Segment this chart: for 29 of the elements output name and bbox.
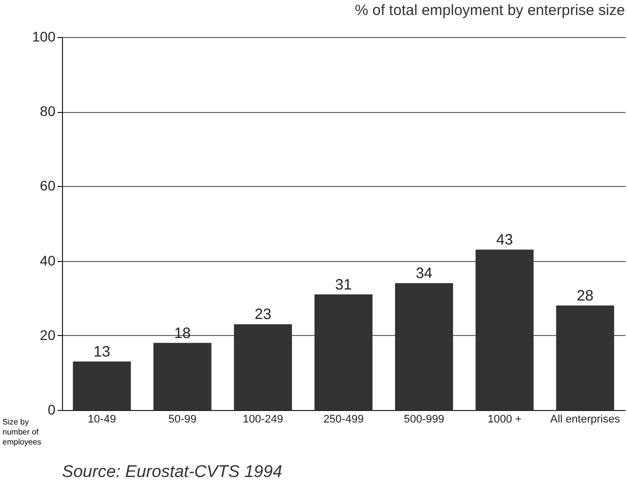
chart-title: % of total employment by enterprise size <box>354 2 625 19</box>
bar <box>314 294 372 410</box>
data-label: 23 <box>254 306 272 324</box>
data-label: 34 <box>416 265 432 282</box>
bar <box>234 324 292 410</box>
x-tick-label: 50-99 <box>168 414 196 426</box>
x-tick-label: 100-249 <box>242 414 284 426</box>
bar <box>153 342 212 410</box>
x-tick-label: 500-999 <box>404 414 444 426</box>
data-label: 13 <box>94 344 110 361</box>
x-tick-label: All enterprises <box>550 414 620 426</box>
x-tick-label: 1000 + <box>488 414 522 426</box>
y-tick-label: 60 <box>40 178 56 194</box>
y-tick-label: 40 <box>40 252 56 268</box>
y-tick-label: 20 <box>40 326 56 343</box>
x-tick-label: 10-49 <box>88 414 116 426</box>
bar <box>395 283 454 410</box>
data-label: 31 <box>335 276 352 294</box>
bar <box>72 362 131 410</box>
source-note: Source: Eurostat-CVTS 1994 <box>62 462 282 482</box>
x-tick-label: 250-499 <box>323 414 364 426</box>
bar <box>556 306 614 410</box>
x-axis-title: Size by number of employees <box>2 418 42 446</box>
data-label: 28 <box>576 288 594 305</box>
data-label: 43 <box>496 232 513 249</box>
y-tick-label: 0 <box>48 402 56 418</box>
bar <box>476 250 534 410</box>
y-tick-label: 80 <box>40 103 56 120</box>
y-tick-label: 100 <box>32 28 56 44</box>
